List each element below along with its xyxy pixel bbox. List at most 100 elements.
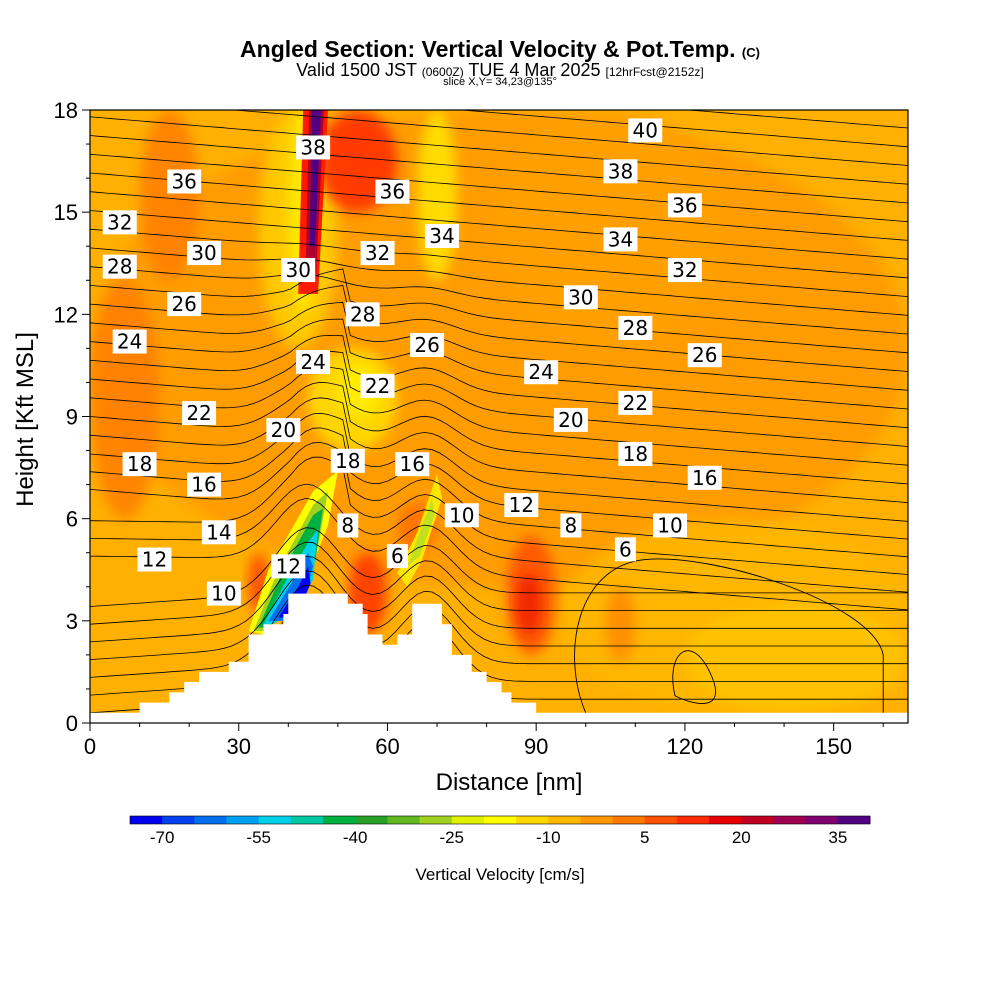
contour-label-box [603,159,638,184]
downdraft-band-6 [278,566,311,618]
y-tick-label: 9 [66,405,78,430]
colorbar-swatch [580,816,614,824]
contour-label-box [386,544,408,569]
colorbar-swatch [805,816,839,824]
isentrope-line [90,172,908,241]
velocity-region-13 [516,573,542,635]
contour-label-box [122,452,157,477]
isentrope-line [90,266,908,335]
contour-label: 38 [608,159,633,183]
colorbar-tick-label: -55 [246,828,271,847]
terrain [90,593,908,723]
contour-label: 24 [300,350,325,374]
contour-label: 12 [142,548,167,572]
contour-label: 28 [107,255,132,279]
contour-label: 32 [107,210,132,234]
contour-label-box [271,554,306,579]
colorbar-tick-label: 5 [640,828,649,847]
colorbar-tick-label: -10 [536,828,561,847]
downdraft-band-8 [407,498,435,567]
colorbar-swatch [258,816,292,824]
zero-contour [672,650,716,704]
contour-label-box [330,448,365,473]
contour-label-box [281,258,316,283]
zero-contour [574,558,884,713]
colorbar-tick-label: 35 [828,828,847,847]
isentrope-line [90,135,908,204]
isentrope-line [90,412,908,522]
contour-label: 22 [365,374,390,398]
isentrope-line [90,350,908,447]
colorbar-swatch [483,816,517,824]
contour-label: 26 [414,333,439,357]
y-tick-label: 3 [66,609,78,634]
contour-label: 28 [623,316,648,340]
colorbar-tick-label: -40 [343,828,368,847]
contour-label-box [167,292,202,317]
contour-label-box [504,493,539,518]
contour-label: 22 [623,391,648,415]
colorbar-frame [129,815,871,825]
contour-label: 14 [206,520,231,544]
contour-label: 16 [191,473,216,497]
contour-label: 30 [191,241,216,265]
isentrope-line [90,247,908,316]
contour-label-box [112,329,147,354]
contour-label: 38 [300,135,325,159]
contour-label-box [424,224,459,249]
x-tick-label: 60 [375,734,399,759]
velocity-region-4 [90,280,160,519]
colorbar-swatch [226,816,260,824]
contour-label: 18 [127,452,152,476]
colorbar-swatch [162,816,195,824]
contour-label-box [653,513,688,538]
contour-label: 32 [672,258,697,282]
isentrope-line [456,110,908,148]
colorbar-swatch [837,816,871,824]
contour-label-box [102,210,137,235]
contour-label: 36 [672,193,697,217]
contour-label-box [618,315,653,340]
y-tick-label: 0 [66,711,78,736]
contour-label: 26 [692,343,717,367]
colorbar-swatch [548,816,581,824]
isentrope-line [90,268,908,354]
contour-label-box [410,332,445,357]
contour-label-box [167,169,202,194]
isentrope-line [90,318,908,410]
y-tick-label: 18 [54,98,78,123]
contour-label: 10 [449,503,474,527]
contour-label: 20 [271,418,296,442]
contour-label-box [563,285,598,310]
velocity-region-2 [684,603,908,713]
contour-label: 12 [276,554,301,578]
colorbar-swatch [130,816,163,824]
contour-label-box [187,241,222,266]
contour-label-box [375,179,410,204]
contour-label: 8 [341,513,354,537]
isentrope-line [90,191,908,260]
contour-label-box [628,118,663,143]
contour-label-box [553,407,588,432]
isentrope-line [90,285,908,372]
contour-label: 18 [335,449,360,473]
contour-label-box [444,503,479,528]
contour-label-box [667,258,702,283]
x-tick-label: 30 [226,734,250,759]
contour-label-box [360,373,395,398]
isentrope-line [90,541,908,625]
isentrope-line [90,397,908,504]
contour-label: 18 [623,442,648,466]
contour-label-box [618,441,653,466]
slice-info: slice X,Y= 34,23@135° [443,76,557,88]
colorbar-tick-label: 20 [732,828,751,847]
isentrope-line [90,366,908,466]
contour-label: 16 [400,452,425,476]
contour-label: 30 [285,258,310,282]
isentrope-line [683,110,908,129]
isentrope-line [90,427,908,540]
contour-label: 36 [380,180,405,204]
colorbar-swatch [419,816,453,824]
colorbar-swatch [355,816,388,824]
